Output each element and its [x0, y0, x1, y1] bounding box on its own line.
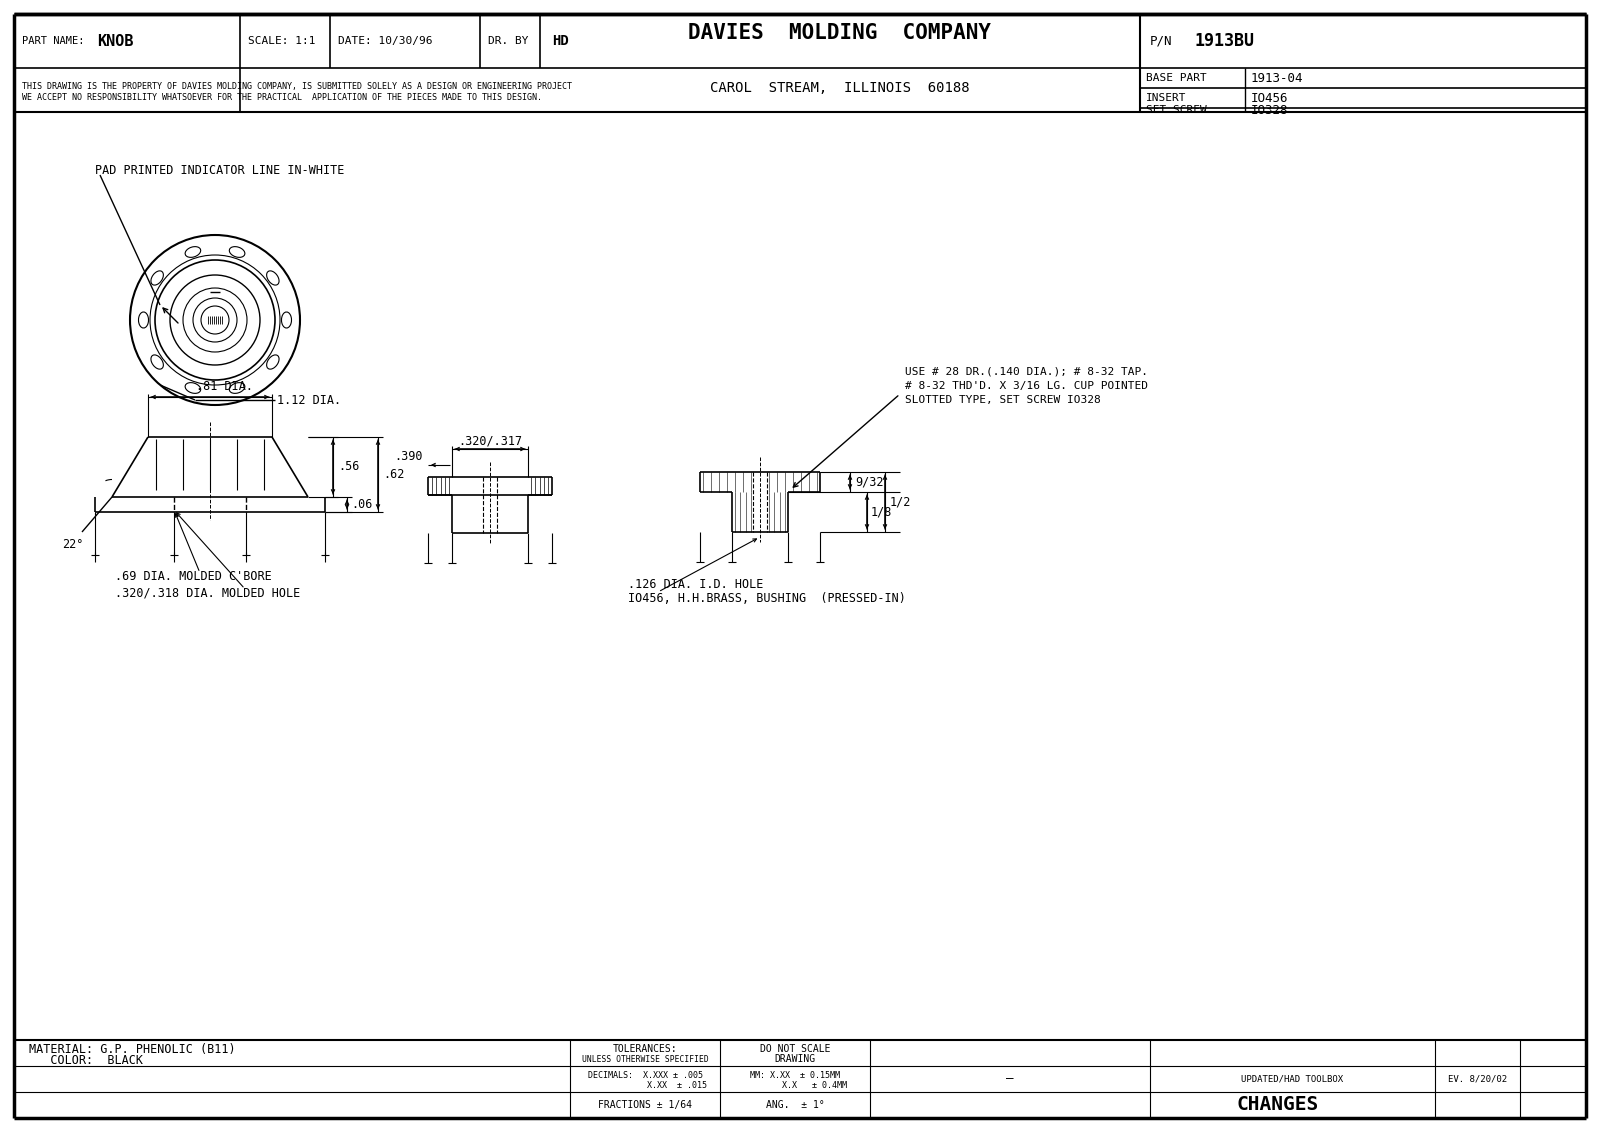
Text: CAROL  STREAM,  ILLINOIS  60188: CAROL STREAM, ILLINOIS 60188	[710, 82, 970, 95]
Text: 1913-04: 1913-04	[1251, 71, 1304, 85]
Text: INSERT: INSERT	[1146, 93, 1187, 103]
Text: MM: X.XX  ± 0.15MM: MM: X.XX ± 0.15MM	[750, 1071, 840, 1080]
Text: TOLERANCES:: TOLERANCES:	[613, 1044, 677, 1054]
Text: ANG.  ± 1°: ANG. ± 1°	[766, 1100, 824, 1110]
Text: IO328: IO328	[1251, 103, 1288, 117]
Text: .81 DIA.: .81 DIA.	[197, 380, 253, 394]
Text: .390: .390	[395, 451, 422, 463]
Text: BASE PART: BASE PART	[1146, 72, 1206, 83]
Text: USE # 28 DR.(.140 DIA.); # 8-32 TAP.: USE # 28 DR.(.140 DIA.); # 8-32 TAP.	[906, 367, 1149, 377]
Text: IO456, H.H.BRASS, BUSHING  (PRESSED-IN): IO456, H.H.BRASS, BUSHING (PRESSED-IN)	[627, 592, 906, 606]
Text: PART NAME:: PART NAME:	[22, 36, 85, 46]
Text: IO456: IO456	[1251, 92, 1288, 104]
Text: 1/8: 1/8	[870, 506, 893, 518]
Text: COLOR:  BLACK: COLOR: BLACK	[29, 1055, 142, 1067]
Text: SET SCREW: SET SCREW	[1146, 105, 1206, 115]
Text: –: –	[1006, 1072, 1014, 1086]
Text: CHANGES: CHANGES	[1237, 1096, 1318, 1115]
Text: X.XX  ± .015: X.XX ± .015	[582, 1081, 707, 1090]
Text: DRAWING: DRAWING	[774, 1055, 816, 1064]
Text: .320/.317: .320/.317	[458, 435, 522, 447]
Text: WE ACCEPT NO RESPONSIBILITY WHATSOEVER FOR THE PRACTICAL  APPLICATION OF THE PIE: WE ACCEPT NO RESPONSIBILITY WHATSOEVER F…	[22, 94, 542, 103]
Text: EV. 8/20/02: EV. 8/20/02	[1448, 1074, 1507, 1083]
Text: 22°: 22°	[62, 539, 83, 551]
Text: 9/32: 9/32	[854, 475, 883, 489]
Text: X.X   ± 0.4MM: X.X ± 0.4MM	[742, 1081, 848, 1090]
Text: .126 DIA. I.D. HOLE: .126 DIA. I.D. HOLE	[627, 577, 763, 591]
Text: HD: HD	[552, 34, 568, 48]
Text: .320/.318 DIA. MOLDED HOLE: .320/.318 DIA. MOLDED HOLE	[115, 586, 301, 600]
Text: DR. BY: DR. BY	[488, 36, 528, 46]
Text: 1/2: 1/2	[890, 496, 912, 508]
Text: FRACTIONS ± 1/64: FRACTIONS ± 1/64	[598, 1100, 691, 1110]
Text: 1.12 DIA.: 1.12 DIA.	[277, 394, 341, 406]
Text: P/N: P/N	[1150, 34, 1173, 48]
Text: MATERIAL: G.P. PHENOLIC (B11): MATERIAL: G.P. PHENOLIC (B11)	[29, 1043, 235, 1055]
Text: DECIMALS:  X.XXX ± .005: DECIMALS: X.XXX ± .005	[587, 1071, 702, 1080]
Text: UPDATED/HAD TOOLBOX: UPDATED/HAD TOOLBOX	[1242, 1074, 1344, 1083]
Text: .56: .56	[338, 461, 360, 473]
Text: .06: .06	[350, 498, 373, 511]
Text: SCALE: 1:1: SCALE: 1:1	[248, 36, 315, 46]
Text: KNOB: KNOB	[98, 34, 133, 49]
Text: 1913BU: 1913BU	[1195, 32, 1254, 50]
Text: .69 DIA. MOLDED C'BORE: .69 DIA. MOLDED C'BORE	[115, 571, 272, 583]
Text: THIS DRAWING IS THE PROPERTY OF DAVIES MOLDING COMPANY, IS SUBMITTED SOLELY AS A: THIS DRAWING IS THE PROPERTY OF DAVIES M…	[22, 82, 573, 91]
Text: .62: .62	[382, 468, 405, 481]
Text: DAVIES  MOLDING  COMPANY: DAVIES MOLDING COMPANY	[688, 23, 992, 43]
Text: DATE: 10/30/96: DATE: 10/30/96	[338, 36, 432, 46]
Text: DO NOT SCALE: DO NOT SCALE	[760, 1044, 830, 1054]
Text: UNLESS OTHERWISE SPECIFIED: UNLESS OTHERWISE SPECIFIED	[582, 1055, 709, 1064]
Text: SLOTTED TYPE, SET SCREW IO328: SLOTTED TYPE, SET SCREW IO328	[906, 395, 1101, 405]
Text: # 8-32 THD'D. X 3/16 LG. CUP POINTED: # 8-32 THD'D. X 3/16 LG. CUP POINTED	[906, 381, 1149, 391]
Text: PAD PRINTED INDICATOR LINE IN-WHITE: PAD PRINTED INDICATOR LINE IN-WHITE	[94, 163, 344, 177]
